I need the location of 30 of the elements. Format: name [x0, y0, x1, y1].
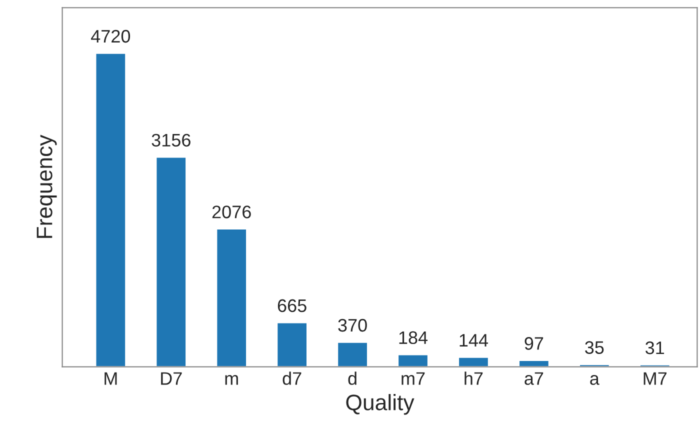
bar	[155, 156, 187, 367]
x-tick-label: a7	[524, 372, 544, 385]
data-label: 184	[399, 331, 428, 344]
x-tick-label: d	[348, 372, 356, 385]
bar	[216, 228, 248, 367]
x-axis-title: Quality	[346, 394, 414, 415]
data-label: 3156	[152, 134, 190, 147]
bar	[336, 342, 368, 367]
bar	[94, 52, 126, 367]
data-label: 144	[460, 334, 488, 347]
data-label: 97	[524, 337, 544, 350]
x-tick-label: M	[104, 372, 117, 385]
x-tick-label: M7	[644, 372, 667, 385]
data-label: 31	[646, 341, 664, 354]
bar	[276, 322, 308, 367]
data-label: 35	[585, 341, 604, 354]
x-tick-label: a	[590, 375, 600, 385]
x-tick-label: d7	[282, 372, 302, 385]
y-axis-title: Frequency	[36, 134, 57, 238]
data-label: 370	[338, 318, 367, 332]
data-label: 2076	[212, 206, 251, 218]
data-label: 4720	[91, 30, 130, 43]
x-tick-label: m7	[402, 372, 425, 385]
data-label: 665	[278, 299, 306, 312]
x-tick-label: h7	[464, 372, 483, 385]
bar	[458, 356, 490, 367]
x-tick-label: D7	[161, 372, 182, 385]
bar	[397, 354, 429, 367]
x-tick-label: m	[225, 375, 238, 385]
bar	[518, 360, 550, 367]
